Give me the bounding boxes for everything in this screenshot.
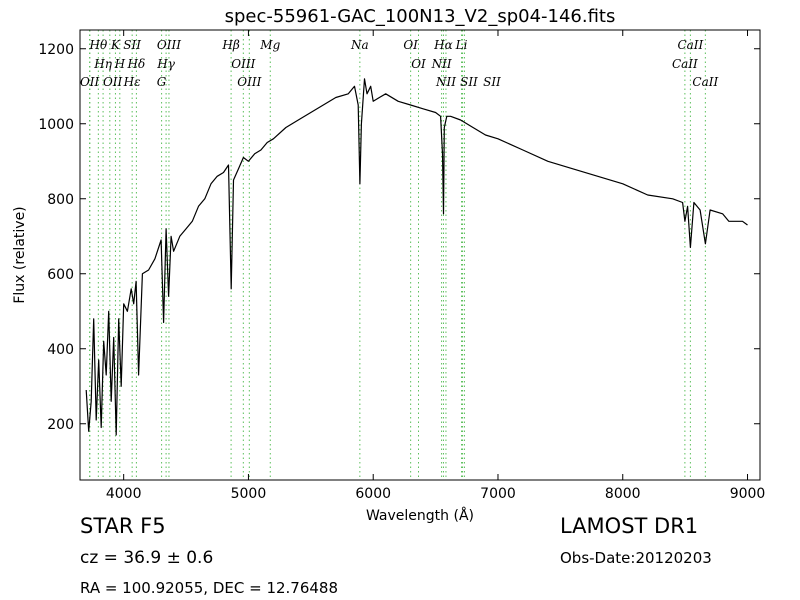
spectrum-series <box>85 78 748 436</box>
line-label-26: CaII <box>672 57 698 71</box>
line-label-16: Na <box>350 38 369 52</box>
line-label-25: CaII <box>677 38 703 52</box>
line-label-18: OI <box>411 57 426 71</box>
line-label-21: NII <box>435 75 456 89</box>
y-tick-label-2: 600 <box>47 267 74 283</box>
y-axis-label: Flux (relative) <box>12 206 28 303</box>
plot-frame <box>79 29 761 481</box>
y-tick-label-0: 200 <box>47 417 74 433</box>
y-tick-label-5: 1200 <box>38 42 74 58</box>
y-tick-label-1: 400 <box>47 342 74 358</box>
line-label-24: SII <box>483 75 501 89</box>
line-label-2: OII <box>80 75 100 89</box>
y-tick-label-3: 800 <box>47 192 74 208</box>
line-label-1: Hη <box>93 57 112 71</box>
line-label-0: Hθ <box>88 38 107 52</box>
object-class-label: STAR F5 <box>80 514 166 538</box>
line-label-5: K <box>110 38 121 52</box>
line-label-15: Mg <box>259 38 280 52</box>
line-label-4: Hε <box>123 75 141 89</box>
x-tick-label-3: 7000 <box>480 486 516 502</box>
obs-date-label: Obs-Date:20120203 <box>560 549 712 567</box>
line-label-23: Li <box>455 38 468 52</box>
line-label-8: Hδ <box>127 57 146 71</box>
chart-title: spec-55961-GAC_100N13_V2_sp04-146.fits <box>224 6 616 27</box>
line-label-17: OI <box>403 38 418 52</box>
redshift-label: cz = 36.9 ± 0.6 <box>80 548 214 568</box>
line-label-20: NII <box>431 57 452 71</box>
line-label-7: H <box>114 57 126 71</box>
x-axis-label: Wavelength (Å) <box>366 507 474 524</box>
x-tick-label-2: 6000 <box>355 486 391 502</box>
survey-label: LAMOST DR1 <box>560 514 699 538</box>
line-label-11: G <box>157 75 167 89</box>
line-label-19: Hα <box>433 38 453 52</box>
line-label-10: Hγ <box>156 57 175 71</box>
line-label-9: OIII <box>157 38 181 52</box>
line-label-14: OIII <box>237 75 261 89</box>
line-label-6: SII <box>123 38 141 52</box>
x-tick-label-5: 9000 <box>730 486 766 502</box>
y-tick-label-4: 1000 <box>38 117 74 133</box>
line-label-12: Hβ <box>221 38 239 52</box>
line-label-3: OII <box>103 75 123 89</box>
line-label-13: OIII <box>231 57 255 71</box>
line-label-22: SII <box>460 75 478 89</box>
x-tick-label-0: 4000 <box>106 486 142 502</box>
x-tick-label-4: 8000 <box>605 486 641 502</box>
line-label-27: CaII <box>692 75 718 89</box>
x-tick-label-1: 5000 <box>231 486 267 502</box>
ra-dec-label: RA = 100.92055, DEC = 12.76488 <box>80 579 339 597</box>
